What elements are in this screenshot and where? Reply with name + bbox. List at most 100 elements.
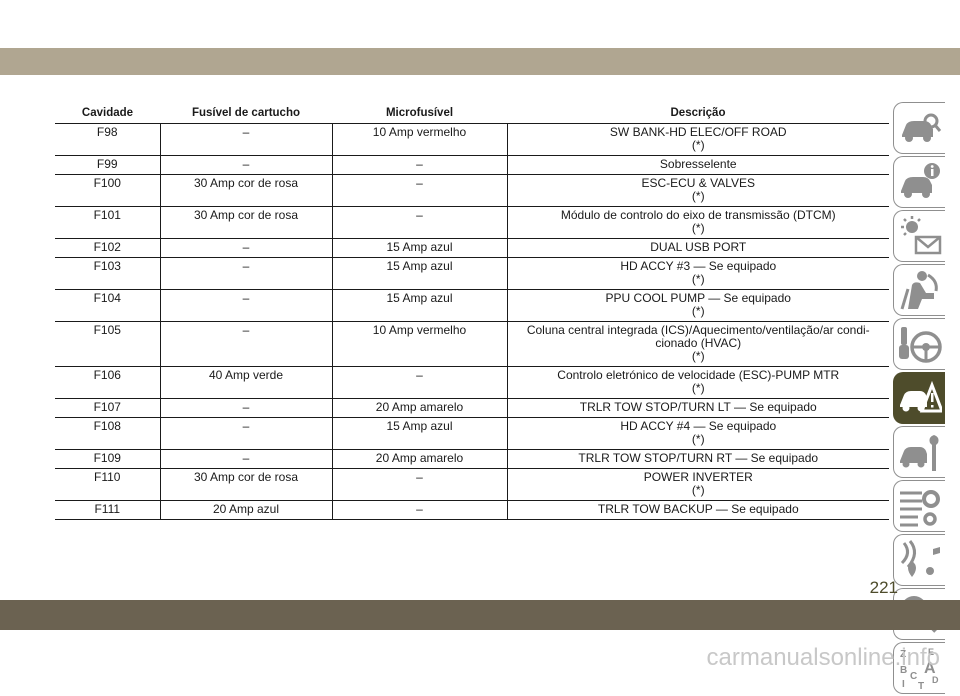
car-magnifier-icon: [902, 113, 942, 142]
description-cell: HD ACCY #3 — Se equipado (*): [506, 257, 889, 290]
cavity-cell: F105: [55, 321, 160, 367]
description-text: TRLR TOW BACKUP — Se equipado: [597, 502, 799, 516]
table-row: F101 30 Amp cor de rosa – Módulo de control…: [55, 206, 889, 239]
description-text: ESC-ECU & VALVES: [641, 176, 756, 190]
cartridge-fuse-cell: 40 Amp verde: [159, 366, 332, 399]
cavity-cell: F111: [55, 500, 160, 520]
cartridge-fuse-cell: –: [159, 257, 332, 290]
tab-multimedia[interactable]: [893, 534, 945, 586]
cavity-cell: F101: [55, 206, 160, 239]
description-note: (*): [691, 483, 705, 497]
checklist-gear-icon: [900, 490, 940, 527]
description-cell: TRLR TOW BACKUP — Se equipado: [506, 500, 889, 520]
footer-band: [0, 600, 960, 630]
cartridge-fuse-cell: –: [159, 449, 332, 469]
tab-getting-to-know-dashboard[interactable]: [893, 156, 945, 208]
table-row: F98–10 Amp vermelho SW BANK-HD ELEC/OFF R…: [55, 123, 889, 156]
micro-fuse-cell: –: [331, 155, 507, 175]
table-row: F102–15 Amp azul DUAL USB PORT: [55, 238, 889, 258]
table-row: F110 30 Amp cor de rosa – POWER INVERTER (*): [55, 468, 889, 501]
tab-servicing-and-maintenance[interactable]: [893, 426, 945, 478]
warning-light-message-icon: [901, 216, 942, 255]
watermark: carmanualsonline.info: [706, 644, 940, 671]
cartridge-fuse-cell: –: [159, 321, 332, 367]
cartridge-fuse-cell: –: [159, 289, 332, 322]
description-text: Sobresselente: [659, 157, 737, 171]
description-cell: Sobresselente: [506, 155, 889, 175]
cartridge-fuse-cell: 30 Amp cor de rosa: [159, 206, 332, 239]
description-cell: PPU COOL PUMP — Se equipado (*): [506, 289, 889, 322]
description-note: (*): [691, 221, 705, 235]
description-cell: TRLR TOW STOP/TURN RT — Se equipado: [506, 449, 889, 469]
cavity-cell: F98: [55, 123, 160, 156]
description-text: SW BANK-HD ELEC/OFF ROAD: [609, 125, 787, 139]
description-cell: DUAL USB PORT: [506, 238, 889, 258]
description-note: (*): [691, 304, 705, 318]
cavity-cell: F109: [55, 449, 160, 469]
description-text: Módulo de controlo do eixo de transmissã…: [560, 208, 836, 222]
description-text: Controlo eletrónico de velocidade (ESC)-…: [557, 368, 840, 382]
micro-fuse-cell: –: [331, 174, 507, 207]
description-text: DUAL USB PORT: [650, 240, 747, 254]
description-cell: Módulo de controlo do eixo de transmissã…: [506, 206, 889, 239]
cavity-cell: F102: [55, 238, 160, 258]
micro-fuse-cell: 10 Amp vermelho: [331, 123, 507, 156]
description-text: POWER INVERTER: [643, 470, 753, 484]
table-row: F99– – Sobresselente: [55, 155, 889, 175]
tab-safety[interactable]: [893, 264, 945, 316]
header-micro-fuse: Microfusível: [332, 105, 507, 124]
table-header-row: Cavidade Fusível de cartucho Microfusíve…: [55, 105, 889, 124]
micro-fuse-cell: –: [331, 500, 507, 520]
cavity-cell: F110: [55, 468, 160, 501]
steering-key-icon: [899, 327, 942, 363]
micro-fuse-cell: 15 Amp azul: [331, 417, 507, 450]
cavity-cell: F108: [55, 417, 160, 450]
cartridge-fuse-cell: 30 Amp cor de rosa: [159, 468, 332, 501]
micro-fuse-cell: 20 Amp amarelo: [331, 398, 507, 418]
tab-starting-and-operating[interactable]: [893, 318, 945, 370]
micro-fuse-cell: –: [331, 206, 507, 239]
table-row: F108–15 Amp azul HD ACCY #4 — Se equipado…: [55, 417, 889, 450]
tab-getting-to-know-vehicle[interactable]: [893, 102, 945, 154]
cavity-cell: F103: [55, 257, 160, 290]
micro-fuse-cell: 20 Amp amarelo: [331, 449, 507, 469]
micro-fuse-cell: 15 Amp azul: [331, 257, 507, 290]
cartridge-fuse-cell: –: [159, 238, 332, 258]
tab-safety-features[interactable]: [893, 210, 945, 262]
cartridge-fuse-cell: 20 Amp azul: [159, 500, 332, 520]
table-row: F100 30 Amp cor de rosa – ESC-ECU & VALVES(…: [55, 174, 889, 207]
micro-fuse-cell: 10 Amp vermelho: [331, 321, 507, 367]
description-cell: Coluna central integrada (ICS)/Aquecimen…: [506, 321, 889, 367]
cartridge-fuse-cell: –: [159, 123, 332, 156]
svg-text:I: I: [902, 679, 905, 690]
cavity-cell: F106: [55, 366, 160, 399]
svg-text:B: B: [900, 665, 907, 676]
description-text: PPU COOL PUMP — Se equipado: [605, 291, 791, 305]
tab-in-case-of-emergency[interactable]: [893, 372, 945, 424]
table-row: F105–10 Amp vermelho Coluna central integ…: [55, 321, 889, 367]
description-text: TRLR TOW STOP/TURN LT — Se equipado: [579, 400, 817, 414]
micro-fuse-cell: 15 Amp azul: [331, 289, 507, 322]
table-row: F111 20 Amp azul – TRLR TOW BACKUP — Se equ…: [55, 500, 889, 520]
description-note: (*): [691, 138, 705, 152]
navigation-music-icon: [900, 540, 940, 577]
tab-technical-specifications[interactable]: [893, 480, 945, 532]
description-cell: POWER INVERTER (*): [506, 468, 889, 501]
description-note: (*): [691, 349, 705, 363]
cartridge-fuse-cell: –: [159, 398, 332, 418]
cavity-cell: F99: [55, 155, 160, 175]
car-wrench-icon: [900, 435, 939, 471]
svg-text:T: T: [918, 681, 924, 691]
description-text: TRLR TOW STOP/TURN RT — Se equipado: [578, 451, 819, 465]
description-cell: HD ACCY #4 — Se equipado (*): [506, 417, 889, 450]
header-band: [0, 48, 960, 75]
table-row: F103–15 Amp azul HD ACCY #3 — Se equipado…: [55, 257, 889, 290]
cartridge-fuse-cell: –: [159, 155, 332, 175]
seat-airbag-icon: [900, 271, 938, 310]
cartridge-fuse-cell: 30 Amp cor de rosa: [159, 174, 332, 207]
car-hazard-icon: [900, 380, 942, 413]
description-cell: TRLR TOW STOP/TURN LT — Se equipado: [506, 398, 889, 418]
description-cell: ESC-ECU & VALVES (*): [506, 174, 889, 207]
svg-text:Z: Z: [900, 649, 906, 660]
table-row: F107–20 Amp amarelo TRLR TOW STOP/TURN LT…: [55, 398, 889, 418]
